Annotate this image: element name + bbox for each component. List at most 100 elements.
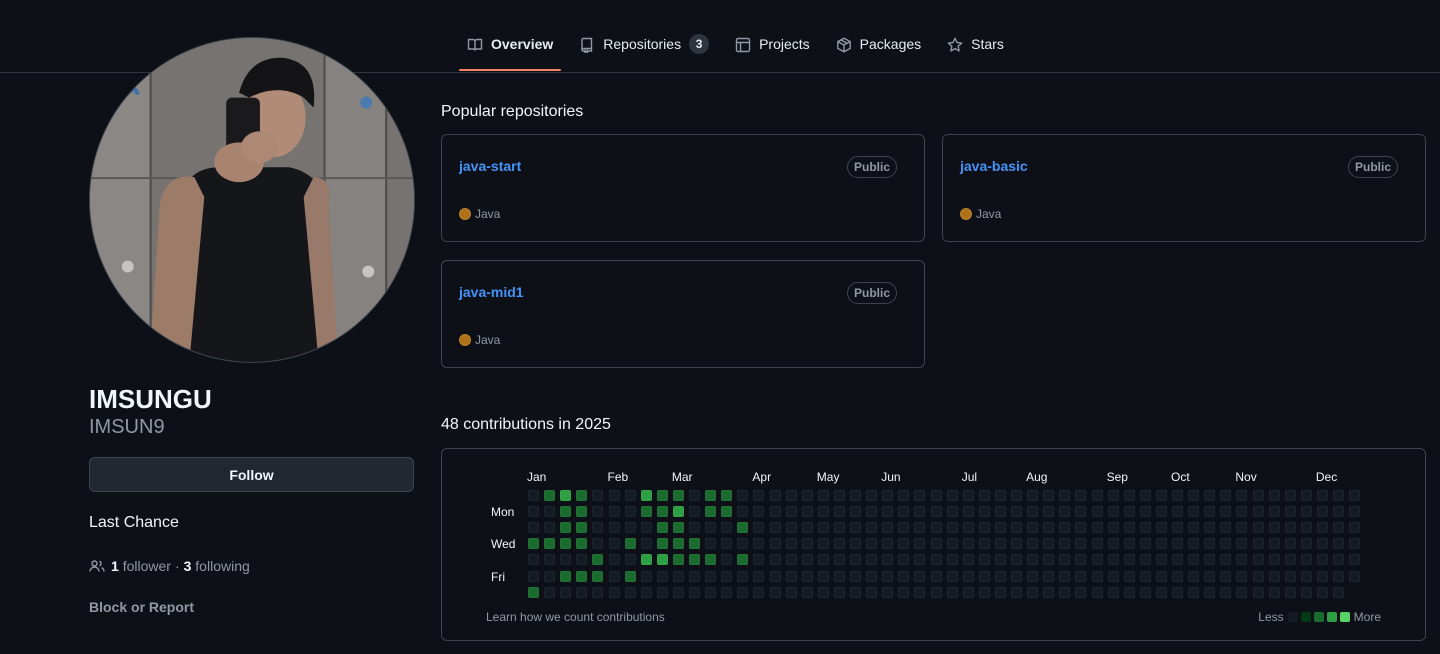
contribution-day[interactable]: [1300, 490, 1312, 501]
contribution-day[interactable]: [833, 570, 845, 582]
contribution-day[interactable]: [1027, 506, 1039, 518]
contribution-day[interactable]: [1284, 490, 1296, 501]
contribution-day[interactable]: [544, 570, 556, 582]
contribution-day[interactable]: [1204, 506, 1216, 518]
contribution-day[interactable]: [978, 522, 990, 534]
contribution-day[interactable]: [1188, 586, 1200, 598]
contribution-day[interactable]: [946, 506, 958, 518]
contribution-day[interactable]: [769, 538, 781, 550]
contribution-day[interactable]: [1075, 538, 1087, 550]
contribution-day[interactable]: [592, 506, 604, 518]
contribution-day[interactable]: [833, 506, 845, 518]
contribution-day[interactable]: [640, 506, 652, 518]
contribution-day[interactable]: [560, 554, 572, 566]
contribution-day[interactable]: [946, 490, 958, 501]
contribution-day[interactable]: [962, 538, 974, 550]
contribution-day[interactable]: [1011, 490, 1022, 501]
contribution-day[interactable]: [1139, 522, 1151, 534]
contribution-day[interactable]: [753, 506, 765, 518]
contribution-day[interactable]: [866, 570, 878, 582]
contribution-day[interactable]: [1268, 506, 1280, 518]
contribution-day[interactable]: [624, 522, 636, 534]
contribution-day[interactable]: [528, 586, 539, 598]
contribution-day[interactable]: [833, 490, 845, 501]
contribution-day[interactable]: [592, 538, 604, 550]
contribution-day[interactable]: [817, 490, 829, 501]
contribution-day[interactable]: [1107, 538, 1119, 550]
contribution-day[interactable]: [882, 506, 894, 518]
contribution-day[interactable]: [1172, 522, 1183, 534]
contribution-day[interactable]: [672, 506, 684, 518]
contribution-day[interactable]: [640, 538, 652, 550]
contribution-day[interactable]: [753, 522, 765, 534]
contribution-day[interactable]: [592, 554, 604, 566]
contribution-day[interactable]: [544, 522, 556, 534]
contribution-day[interactable]: [1284, 538, 1296, 550]
contribution-day[interactable]: [1043, 506, 1055, 518]
contribution-day[interactable]: [769, 570, 781, 582]
contribution-day[interactable]: [1316, 554, 1328, 566]
contribution-day[interactable]: [1155, 538, 1167, 550]
contribution-day[interactable]: [769, 490, 781, 501]
contribution-day[interactable]: [1139, 554, 1151, 566]
contribution-day[interactable]: [1027, 554, 1039, 566]
contribution-day[interactable]: [1188, 570, 1200, 582]
contribution-day[interactable]: [930, 586, 942, 598]
contribution-day[interactable]: [1204, 554, 1216, 566]
contribution-day[interactable]: [898, 522, 910, 534]
tab-stars[interactable]: Stars: [939, 22, 1012, 72]
contribution-day[interactable]: [1011, 570, 1022, 582]
contribution-day[interactable]: [914, 554, 926, 566]
contribution-day[interactable]: [672, 490, 684, 501]
contribution-day[interactable]: [1139, 506, 1151, 518]
contribution-day[interactable]: [721, 522, 733, 534]
contribution-day[interactable]: [962, 586, 974, 598]
contribution-day[interactable]: [592, 522, 604, 534]
contribution-day[interactable]: [1188, 554, 1200, 566]
contribution-day[interactable]: [656, 538, 668, 550]
contribution-day[interactable]: [962, 554, 974, 566]
contribution-day[interactable]: [656, 554, 668, 566]
contribution-day[interactable]: [1349, 490, 1361, 501]
contribution-day[interactable]: [1075, 570, 1087, 582]
contribution-day[interactable]: [1027, 586, 1039, 598]
contribution-day[interactable]: [576, 570, 588, 582]
contribution-day[interactable]: [1268, 570, 1280, 582]
contribution-day[interactable]: [689, 538, 700, 550]
contribution-day[interactable]: [560, 586, 572, 598]
contribution-day[interactable]: [833, 538, 845, 550]
contribution-day[interactable]: [576, 586, 588, 598]
contribution-day[interactable]: [753, 538, 765, 550]
contribution-day[interactable]: [1172, 570, 1183, 582]
contribution-day[interactable]: [866, 490, 878, 501]
contribution-day[interactable]: [1220, 570, 1232, 582]
contribution-day[interactable]: [528, 570, 539, 582]
contribution-day[interactable]: [898, 554, 910, 566]
contribution-day[interactable]: [737, 538, 749, 550]
avatar[interactable]: [89, 37, 415, 363]
contribution-day[interactable]: [801, 522, 813, 534]
contribution-day[interactable]: [1300, 506, 1312, 518]
contribution-day[interactable]: [721, 570, 733, 582]
contribution-day[interactable]: [930, 570, 942, 582]
contribution-day[interactable]: [737, 570, 749, 582]
contribution-day[interactable]: [1284, 554, 1296, 566]
contribution-day[interactable]: [978, 570, 990, 582]
contribution-day[interactable]: [560, 506, 572, 518]
contribution-day[interactable]: [656, 506, 668, 518]
contribution-day[interactable]: [608, 538, 620, 550]
contribution-day[interactable]: [1043, 490, 1055, 501]
contribution-day[interactable]: [1059, 554, 1071, 566]
contribution-day[interactable]: [866, 506, 878, 518]
contribution-day[interactable]: [737, 554, 749, 566]
contribution-day[interactable]: [833, 522, 845, 534]
contribution-day[interactable]: [737, 522, 749, 534]
contribution-day[interactable]: [1236, 538, 1248, 550]
contribution-day[interactable]: [769, 506, 781, 518]
tab-repositories[interactable]: Repositories 3: [571, 22, 717, 72]
contribution-day[interactable]: [1075, 506, 1087, 518]
contribution-day[interactable]: [721, 554, 733, 566]
contribution-day[interactable]: [801, 538, 813, 550]
contribution-day[interactable]: [946, 570, 958, 582]
contribution-day[interactable]: [930, 522, 942, 534]
